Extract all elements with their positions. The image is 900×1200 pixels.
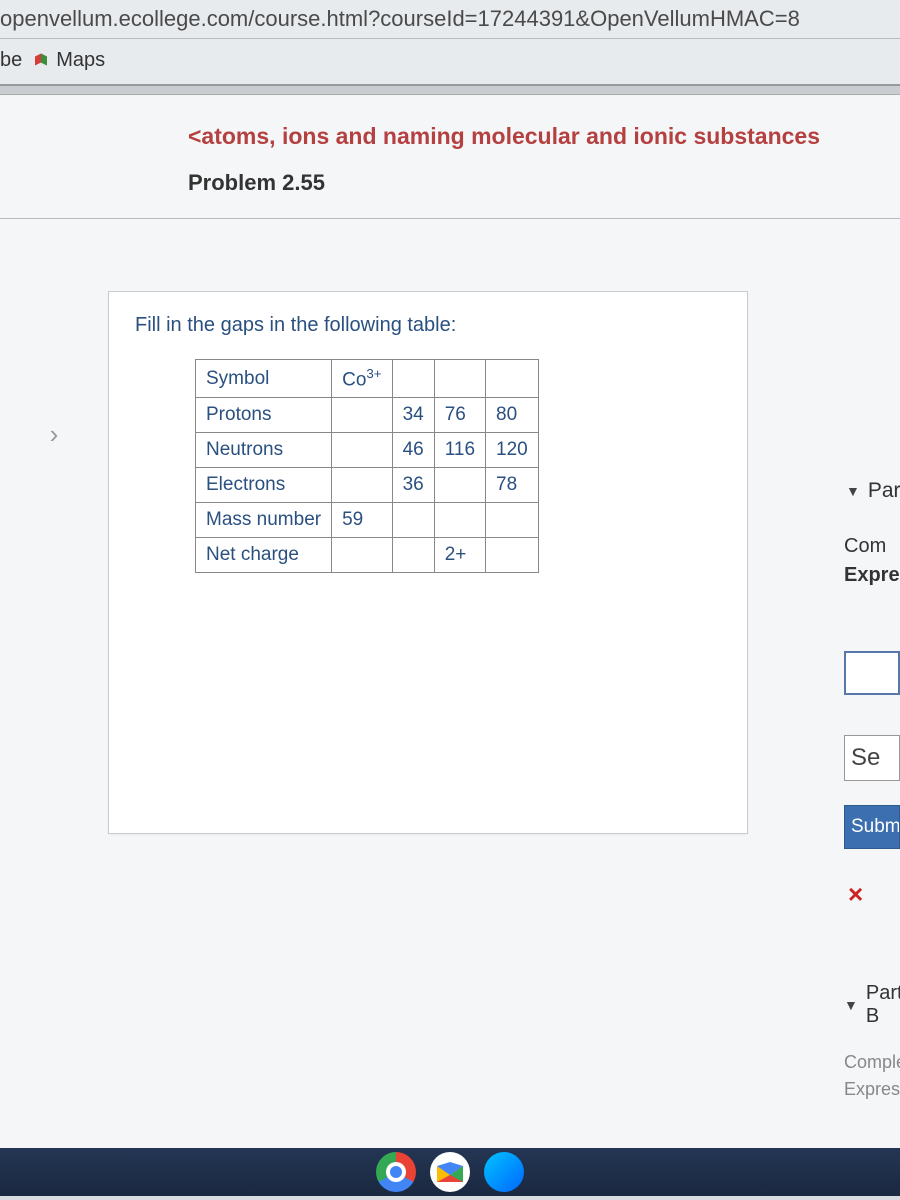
table-row: Symbol Co3+ xyxy=(196,360,539,398)
right-panel: ▼ Part Com Expre Se Subm × ▼ Part B Comp… xyxy=(844,479,900,1100)
cell xyxy=(486,360,539,398)
cell: 78 xyxy=(486,468,539,503)
cell xyxy=(486,538,539,573)
prev-chevron-icon[interactable]: › xyxy=(50,419,59,834)
row-label: Electrons xyxy=(196,468,332,503)
bookmark-bar: be Maps xyxy=(0,39,900,86)
bookmark-maps[interactable]: Maps xyxy=(32,49,105,72)
problem-title: Problem 2.55 xyxy=(188,170,900,196)
cell xyxy=(332,538,392,573)
cell: 34 xyxy=(392,398,434,433)
cell-symbol-co: Co3+ xyxy=(332,360,392,398)
caret-down-icon: ▼ xyxy=(846,483,860,499)
table-row: Protons 34 76 80 xyxy=(196,398,539,433)
express-b-label: Express xyxy=(844,1079,900,1100)
cell: 80 xyxy=(486,398,539,433)
url-bar[interactable]: openvellum.ecollege.com/course.html?cour… xyxy=(0,0,900,39)
cell: 36 xyxy=(392,468,434,503)
cell xyxy=(434,360,485,398)
answer-box[interactable] xyxy=(844,651,900,695)
content-shell: <atoms, ions and naming molecular and io… xyxy=(0,86,900,1196)
cell: 2+ xyxy=(434,538,485,573)
row-label: Net charge xyxy=(196,538,332,573)
complete-label: Com xyxy=(844,535,900,558)
cell xyxy=(392,360,434,398)
row-label: Mass number xyxy=(196,503,332,538)
part-label: Part xyxy=(868,479,900,503)
page-content: <atoms, ions and naming molecular and io… xyxy=(0,94,900,1196)
express-label: Expre xyxy=(844,564,900,587)
breadcrumb[interactable]: <atoms, ions and naming molecular and io… xyxy=(188,123,900,150)
bookmark-tube-label: be xyxy=(0,49,22,72)
incorrect-icon: × xyxy=(844,879,900,910)
table-row: Net charge 2+ xyxy=(196,538,539,573)
cell: 46 xyxy=(392,433,434,468)
cell: 120 xyxy=(486,433,539,468)
part-b-header[interactable]: ▼ Part B xyxy=(844,982,900,1028)
cell: 59 xyxy=(332,503,392,538)
cell xyxy=(486,503,539,538)
cell: 116 xyxy=(434,433,485,468)
complete-b-label: Complet xyxy=(844,1052,900,1073)
cell xyxy=(392,538,434,573)
data-table: Symbol Co3+ Protons 34 76 80 Neu xyxy=(195,359,539,573)
row-label: Protons xyxy=(196,398,332,433)
caret-down-icon: ▼ xyxy=(844,997,858,1013)
row-label: Neutrons xyxy=(196,433,332,468)
taskbar-mail-icon[interactable] xyxy=(430,1152,470,1192)
cell: 76 xyxy=(434,398,485,433)
cell xyxy=(434,503,485,538)
left-nav: › xyxy=(0,219,108,834)
cell xyxy=(332,398,392,433)
question-panel: Fill in the gaps in the following table:… xyxy=(108,291,748,834)
part-b-label: Part B xyxy=(866,982,900,1028)
bookmark-maps-label: Maps xyxy=(56,49,105,72)
submit-button[interactable]: Subm xyxy=(844,805,900,849)
cell xyxy=(332,433,392,468)
header: <atoms, ions and naming molecular and io… xyxy=(0,95,900,218)
table-row: Electrons 36 78 xyxy=(196,468,539,503)
cell xyxy=(434,468,485,503)
taskbar-chrome-icon[interactable] xyxy=(376,1152,416,1192)
taskbar xyxy=(0,1148,900,1196)
bookmark-tube[interactable]: be xyxy=(0,49,22,72)
part-a-header[interactable]: ▼ Part xyxy=(844,479,900,503)
cell xyxy=(392,503,434,538)
question-prompt: Fill in the gaps in the following table: xyxy=(135,314,721,337)
maps-icon xyxy=(32,52,50,70)
table-row: Mass number 59 xyxy=(196,503,539,538)
main-row: › Fill in the gaps in the following tabl… xyxy=(0,219,900,834)
answer-value-box[interactable]: Se xyxy=(844,735,900,781)
table-row: Neutrons 46 116 120 xyxy=(196,433,539,468)
row-label: Symbol xyxy=(196,360,332,398)
taskbar-app-icon[interactable] xyxy=(484,1152,524,1192)
cell xyxy=(332,468,392,503)
